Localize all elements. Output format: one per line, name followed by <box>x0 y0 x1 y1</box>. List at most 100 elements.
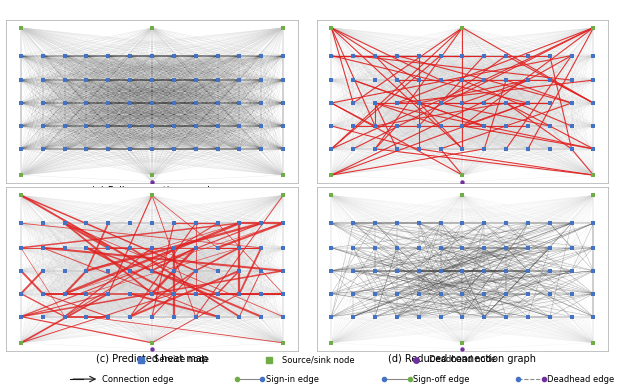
Point <box>212 291 223 297</box>
Point <box>16 100 26 106</box>
Point <box>501 52 511 58</box>
Point <box>523 291 533 297</box>
Point <box>81 268 92 274</box>
Point <box>191 220 201 226</box>
Point <box>479 77 490 83</box>
Point <box>326 52 337 58</box>
Point <box>60 245 70 251</box>
Point <box>326 314 337 320</box>
Point <box>147 100 157 106</box>
Point <box>435 314 445 320</box>
Point <box>588 172 598 178</box>
Point <box>125 52 135 58</box>
Point <box>348 314 358 320</box>
Point <box>370 52 380 58</box>
Point <box>60 314 70 320</box>
Point <box>588 52 598 58</box>
Point <box>234 314 244 320</box>
Point <box>457 245 467 251</box>
Point <box>457 220 467 226</box>
Point <box>212 123 223 129</box>
Point <box>370 123 380 129</box>
Point <box>169 52 179 58</box>
Point <box>588 146 598 152</box>
Point <box>147 77 157 83</box>
Point <box>278 220 288 226</box>
Point <box>413 123 424 129</box>
Point <box>81 100 92 106</box>
Point <box>479 314 490 320</box>
Point <box>370 291 380 297</box>
Point <box>147 192 157 199</box>
Point <box>169 291 179 297</box>
Point <box>191 245 201 251</box>
Point <box>147 346 157 353</box>
Point <box>566 52 577 58</box>
Point <box>60 100 70 106</box>
Point <box>588 245 598 251</box>
Point <box>212 77 223 83</box>
Point <box>457 314 467 320</box>
Point <box>479 268 490 274</box>
Point <box>370 100 380 106</box>
Point <box>566 268 577 274</box>
Point <box>278 192 288 199</box>
Point <box>588 192 598 199</box>
Point <box>501 220 511 226</box>
Point <box>125 123 135 129</box>
Point <box>278 146 288 152</box>
Point <box>435 100 445 106</box>
Point <box>191 123 201 129</box>
Point <box>16 314 26 320</box>
Point <box>125 268 135 274</box>
Point <box>16 192 26 199</box>
Point <box>16 52 26 58</box>
Point <box>479 220 490 226</box>
Point <box>588 25 598 31</box>
Point <box>413 220 424 226</box>
Point <box>234 220 244 226</box>
Point <box>326 245 337 251</box>
Point <box>545 220 555 226</box>
Point <box>16 291 26 297</box>
Point <box>147 179 157 185</box>
Point <box>545 314 555 320</box>
Text: Deadhead node: Deadhead node <box>429 355 496 364</box>
Point <box>370 220 380 226</box>
Point <box>16 77 26 83</box>
Point <box>413 52 424 58</box>
Point <box>125 291 135 297</box>
Point <box>234 52 244 58</box>
Point <box>60 52 70 58</box>
Point <box>169 314 179 320</box>
Point <box>16 25 26 31</box>
Point <box>566 291 577 297</box>
Point <box>348 291 358 297</box>
X-axis label: (c) Predicted heat map: (c) Predicted heat map <box>96 354 208 364</box>
Point <box>588 291 598 297</box>
Point <box>435 268 445 274</box>
Point <box>523 146 533 152</box>
Point <box>125 314 135 320</box>
Point <box>60 77 70 83</box>
Point <box>256 291 266 297</box>
Point <box>370 314 380 320</box>
Point <box>392 245 402 251</box>
Point <box>191 100 201 106</box>
Point <box>191 77 201 83</box>
Text: Connection edge: Connection edge <box>102 374 174 384</box>
Point <box>501 314 511 320</box>
Point <box>370 268 380 274</box>
Point <box>523 245 533 251</box>
Point <box>545 100 555 106</box>
Point <box>326 100 337 106</box>
Point <box>479 100 490 106</box>
Text: Source/sink node: Source/sink node <box>282 355 354 364</box>
Point <box>147 220 157 226</box>
Point <box>370 245 380 251</box>
Point <box>278 245 288 251</box>
Point <box>278 268 288 274</box>
Point <box>392 220 402 226</box>
Point <box>125 146 135 152</box>
Point <box>212 146 223 152</box>
